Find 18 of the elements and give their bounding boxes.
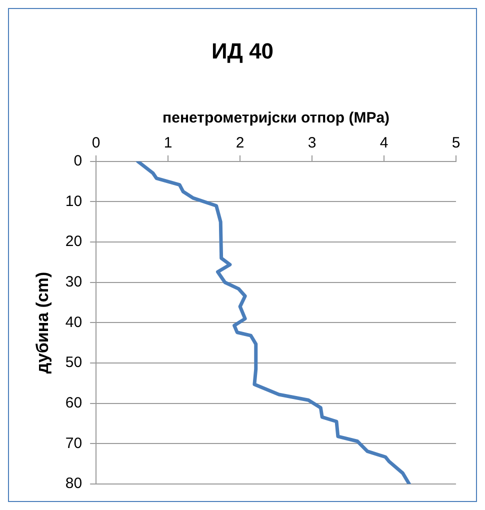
y-axis-title: дубина (cm) <box>32 272 52 374</box>
x-axis-title: пенетрометријски отпор (MPa) <box>162 110 390 127</box>
x-tick-label: 1 <box>164 134 172 152</box>
x-tick-label: 2 <box>236 134 244 152</box>
y-tick-label: 80 <box>65 475 82 492</box>
x-tick-label: 5 <box>452 134 460 152</box>
y-tick-label: 10 <box>65 192 82 210</box>
y-tick-label: 0 <box>74 152 82 170</box>
y-tick-label: 50 <box>65 354 82 372</box>
y-tick-label: 30 <box>65 274 82 291</box>
y-tick-label: 70 <box>65 434 82 452</box>
x-tick-label: 0 <box>92 134 100 152</box>
x-tick-label: 3 <box>308 134 316 152</box>
y-tick-label: 20 <box>65 233 82 250</box>
y-tick-label: 60 <box>65 394 82 412</box>
chart-title: ИД 40 <box>211 38 274 64</box>
x-tick-label: 4 <box>380 134 388 152</box>
y-tick-label: 40 <box>65 314 82 331</box>
